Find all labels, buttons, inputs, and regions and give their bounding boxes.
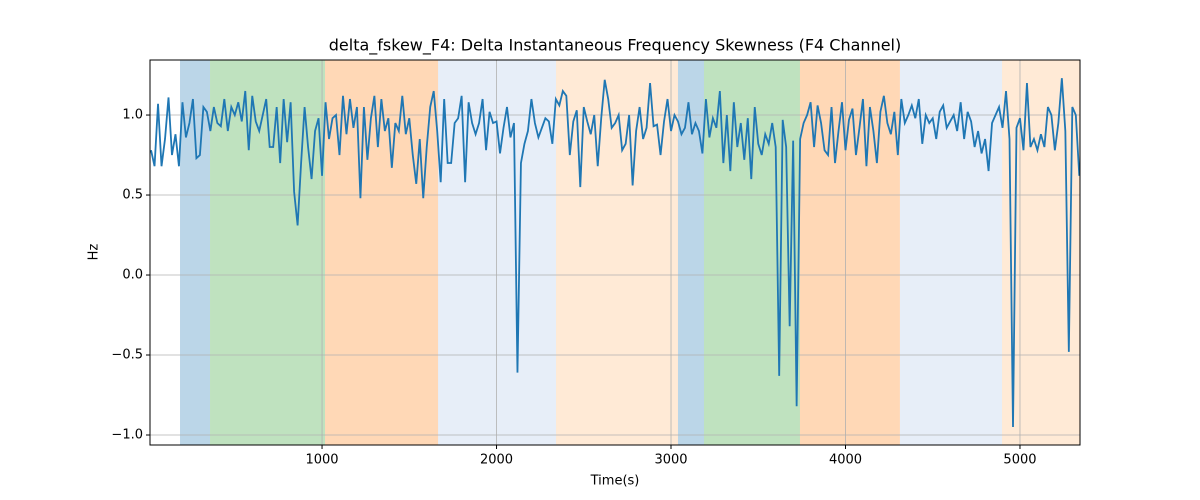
y-tick-label: −0.5 <box>111 348 143 363</box>
x-tick-label: 3000 <box>654 453 687 468</box>
y-tick-label: 0.5 <box>122 188 143 203</box>
x-tick-label: 4000 <box>829 453 862 468</box>
shaded-span <box>899 60 1003 445</box>
plot-frame <box>149 59 1081 446</box>
chart-title: delta_fskew_F4: Delta Instantaneous Freq… <box>329 36 901 56</box>
shaded-span <box>325 60 439 445</box>
shaded-span <box>438 60 557 445</box>
x-tick-label: 5000 <box>1003 453 1036 468</box>
y-tick-label: 0.0 <box>122 268 143 283</box>
shaded-span <box>703 60 800 445</box>
x-axis-label: Time(s) <box>590 474 640 489</box>
data-line <box>150 78 1080 428</box>
y-tick-label: −1.0 <box>111 428 143 443</box>
y-tick-label: 1.0 <box>122 108 143 123</box>
x-tick-label: 2000 <box>480 453 513 468</box>
y-axis-label: Hz <box>87 244 102 261</box>
x-tick-label: 1000 <box>305 453 338 468</box>
